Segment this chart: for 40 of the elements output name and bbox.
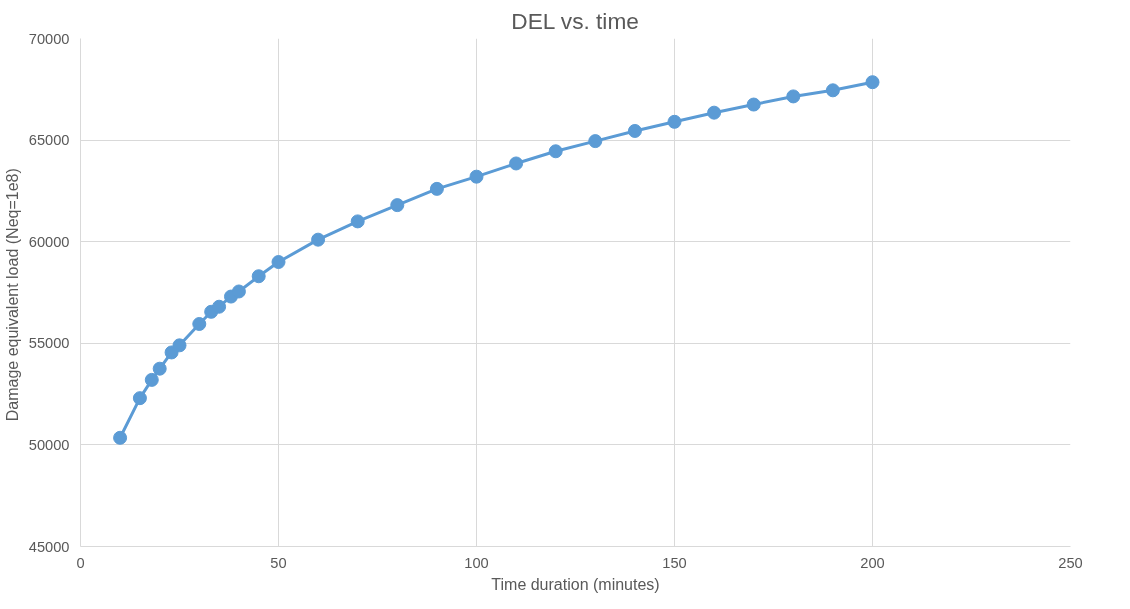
- point: [627, 123, 642, 138]
- point: [509, 156, 524, 171]
- y-tick-label: 70000: [28, 30, 70, 47]
- point: [786, 89, 801, 104]
- point: [825, 83, 840, 98]
- point: [231, 284, 246, 299]
- x-tick-label: 100: [464, 554, 489, 571]
- y-tick-label: 65000: [28, 132, 70, 149]
- point: [469, 169, 484, 184]
- y-tick-label: 50000: [28, 436, 70, 453]
- point: [667, 114, 682, 129]
- x-tick-label: 0: [76, 554, 85, 571]
- point: [132, 391, 147, 406]
- y-tick-label: 55000: [28, 335, 70, 352]
- point: [865, 75, 880, 90]
- y-tick-label: 60000: [28, 233, 70, 250]
- point: [746, 97, 761, 112]
- point: [588, 134, 603, 149]
- point: [192, 317, 207, 331]
- x-tick-label: 200: [860, 554, 885, 571]
- point: [350, 214, 365, 229]
- point: [251, 269, 266, 284]
- x-tick-label: 50: [270, 554, 287, 571]
- point: [144, 372, 159, 387]
- chart-title: DEL vs. time: [511, 7, 639, 34]
- point: [152, 361, 167, 376]
- x-tick-label: 150: [662, 554, 687, 571]
- point: [311, 232, 326, 247]
- point: [390, 198, 405, 213]
- point: [707, 105, 722, 120]
- x-axis-title: Time duration (minutes): [491, 575, 660, 593]
- point: [172, 338, 187, 353]
- y-axis-title: Damage equivalent load (Neq=1e8): [3, 168, 21, 422]
- point: [212, 299, 227, 314]
- point: [271, 255, 286, 270]
- point: [429, 181, 444, 196]
- point: [548, 144, 563, 159]
- x-tick-label: 250: [1058, 554, 1083, 571]
- y-tick-label: 45000: [28, 538, 70, 555]
- point: [113, 430, 128, 445]
